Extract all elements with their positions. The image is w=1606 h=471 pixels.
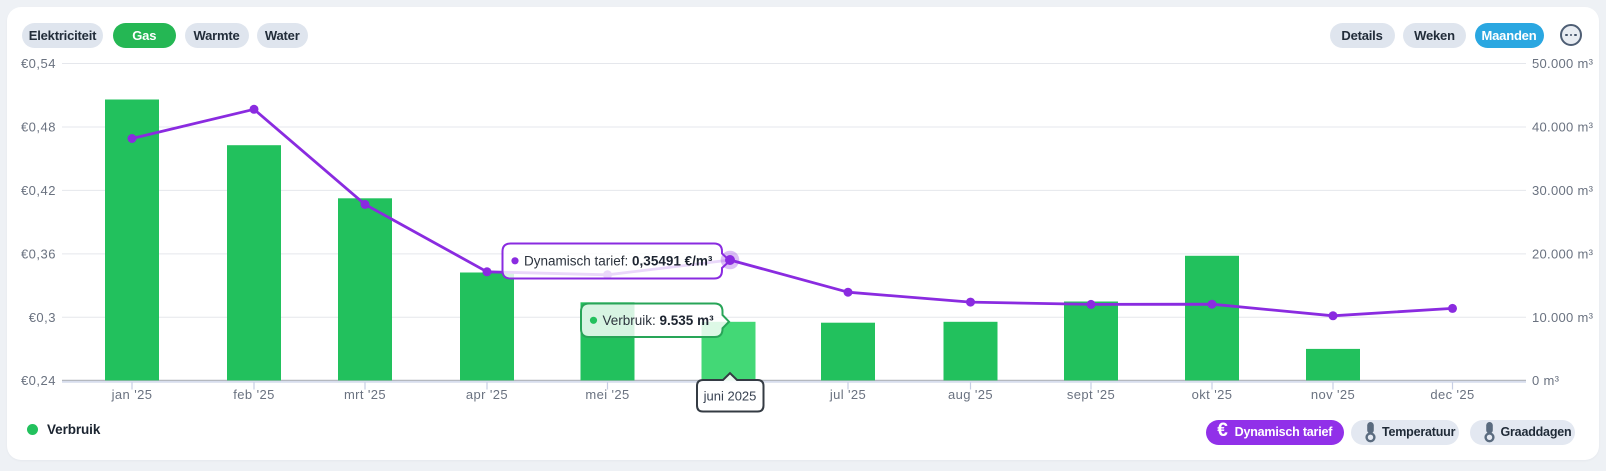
svg-text:apr '25: apr '25: [466, 387, 508, 402]
svg-text:€0,36: €0,36: [21, 246, 56, 261]
svg-text:jan '25: jan '25: [111, 387, 153, 402]
svg-text:sept '25: sept '25: [1067, 387, 1115, 402]
svg-text:€0,42: €0,42: [21, 183, 56, 198]
svg-text:€0,24: €0,24: [21, 373, 56, 388]
svg-text:nov '25: nov '25: [1311, 387, 1355, 402]
svg-text:juni 2025: juni 2025: [703, 389, 757, 404]
svg-text:€0,54: €0,54: [21, 56, 56, 71]
svg-text:Verbruik: 9.535 m³: Verbruik: 9.535 m³: [603, 313, 715, 328]
svg-text:30.000 m³: 30.000 m³: [1532, 183, 1594, 198]
svg-text:aug '25: aug '25: [948, 387, 993, 402]
svg-text:50.000 m³: 50.000 m³: [1532, 56, 1594, 71]
svg-text:mrt '25: mrt '25: [344, 387, 386, 402]
svg-text:dec '25: dec '25: [1430, 387, 1474, 402]
svg-text:mei '25: mei '25: [585, 387, 629, 402]
svg-text:20.000 m³: 20.000 m³: [1532, 246, 1594, 261]
svg-text:Dynamisch tarief: 0,35491 €/m³: Dynamisch tarief: 0,35491 €/m³: [524, 254, 713, 269]
svg-text:feb '25: feb '25: [233, 387, 274, 402]
svg-text:0 m³: 0 m³: [1532, 373, 1560, 388]
svg-text:10.000 m³: 10.000 m³: [1532, 310, 1594, 325]
svg-text:jul '25: jul '25: [829, 387, 866, 402]
svg-text:€0,3: €0,3: [29, 310, 56, 325]
svg-text:40.000 m³: 40.000 m³: [1532, 120, 1594, 135]
svg-text:€0,48: €0,48: [21, 120, 56, 135]
svg-text:okt '25: okt '25: [1192, 387, 1233, 402]
